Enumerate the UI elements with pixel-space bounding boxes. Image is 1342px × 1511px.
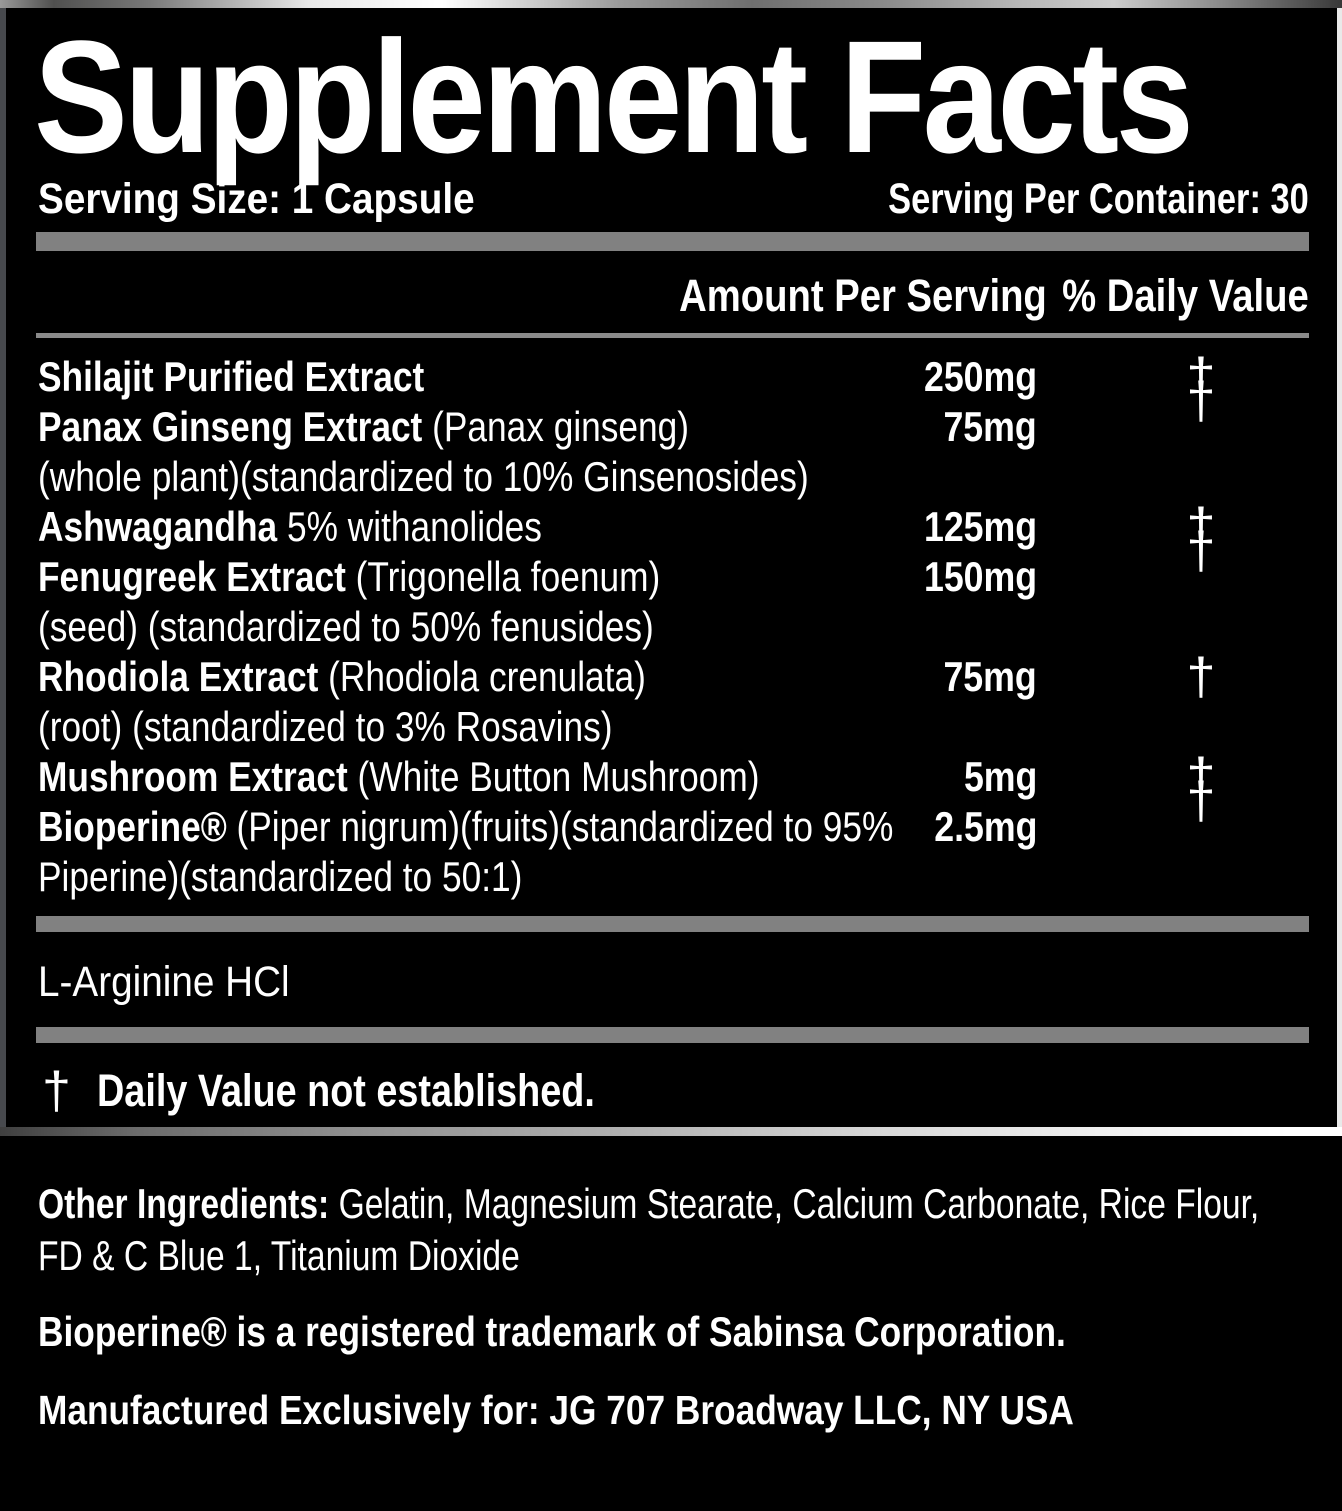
ingredient-name: (seed) (standardized to 50% fenusides) (38, 603, 654, 650)
other-ingredients-line1: Gelatin, Magnesium Stearate, Calcium Car… (338, 1180, 1260, 1227)
table-row: Bioperine® (Piper nigrum)(fruits)(standa… (38, 772, 1309, 852)
daily-value-dagger (1037, 602, 1309, 652)
daily-value-dagger: † (1186, 372, 1216, 430)
ingredient-name: Mushroom Extract (White Button Mushroom) (38, 753, 760, 800)
daily-value-dagger: † (1186, 648, 1216, 706)
table-row-continuation: (root) (standardized to 3% Rosavins) (38, 702, 1309, 752)
ingredient-table: Shilajit Purified Extract 250mg † Panax … (38, 348, 1309, 902)
ingredient-amount (837, 452, 1037, 502)
other-ingredients-label: Other Ingredients: (38, 1180, 330, 1227)
ingredient-name: (root) (standardized to 3% Rosavins) (38, 703, 613, 750)
daily-value-dagger (1037, 452, 1309, 502)
ingredient-amount: 125mg (923, 503, 1037, 550)
other-ingredients: Other Ingredients: Gelatin, Magnesium St… (38, 1178, 1302, 1282)
thick-divider-bottom (36, 1027, 1309, 1043)
ingredient-name: Piperine)(standardized to 50:1) (38, 853, 523, 900)
ingredient-amount (837, 852, 1037, 902)
table-row-continuation: (whole plant)(standardized to 10% Ginsen… (38, 452, 1309, 502)
column-header-row: Amount Per Serving % Daily Value (36, 271, 1309, 321)
daily-value-dagger: † (1186, 348, 1216, 406)
ingredient-amount (837, 702, 1037, 752)
column-header-daily-value: % Daily Value (1062, 270, 1309, 321)
ingredient-name: Rhodiola Extract (Rhodiola crenulata) (38, 653, 646, 700)
manufactured-note: Manufactured Exclusively for: JG 707 Bro… (38, 1387, 1074, 1433)
table-row: Mushroom Extract (White Button Mushroom)… (38, 748, 1309, 806)
table-row-continuation: Piperine)(standardized to 50:1) (38, 852, 1309, 902)
page-title: Supplement Facts (34, 7, 1194, 186)
table-row-continuation: (seed) (standardized to 50% fenusides) (38, 602, 1309, 652)
dagger-icon: † (42, 1062, 71, 1120)
footnote-text: Daily Value not established. (96, 1065, 595, 1116)
trademark-note: Bioperine® is a registered trademark of … (38, 1308, 1066, 1355)
ingredient-amount: 5mg (963, 753, 1037, 800)
metallic-strip-bottom (0, 1127, 1342, 1136)
daily-value-dagger: † (1186, 498, 1216, 556)
ingredient-amount: 75mg (943, 653, 1037, 700)
thin-divider (36, 333, 1309, 338)
daily-value-dagger: † (1186, 772, 1216, 830)
table-row: Shilajit Purified Extract 250mg † (38, 348, 1309, 406)
metallic-strip-top (0, 0, 1342, 8)
ingredient-name: Fenugreek Extract (Trigonella foenum) (38, 553, 661, 600)
table-row: Rhodiola Extract (Rhodiola crenulata) 75… (38, 648, 1309, 706)
ingredient-name: Shilajit Purified Extract (38, 353, 425, 400)
ingredient-amount: 75mg (943, 403, 1037, 450)
thick-divider-top (36, 232, 1309, 251)
ingredient-amount: 2.5mg (933, 803, 1037, 850)
supplement-facts-panel: Supplement Facts Serving Size: 1 Capsule… (0, 8, 1342, 1127)
thick-divider-middle (36, 916, 1309, 932)
other-ingredients-line2: FD & C Blue 1, Titanium Dioxide (38, 1232, 520, 1279)
serving-info-row: Serving Size: 1 Capsule Serving Per Cont… (38, 176, 1309, 222)
ingredient-amount: 250mg (923, 353, 1037, 400)
serving-size-label: Serving Size: 1 Capsule (38, 175, 475, 223)
table-row: Ashwagandha 5% withanolides 125mg † (38, 498, 1309, 556)
column-header-amount: Amount Per Serving (679, 270, 1048, 321)
l-arginine-label: L-Arginine HCl (38, 958, 290, 1006)
daily-value-dagger: † (1186, 522, 1216, 580)
ingredient-name: Ashwagandha 5% withanolides (38, 503, 542, 550)
table-row: Fenugreek Extract (Trigonella foenum) 15… (38, 522, 1309, 602)
servings-per-container-label: Serving Per Container: 30 (888, 175, 1309, 223)
footer-section: Other Ingredients: Gelatin, Magnesium St… (0, 1136, 1342, 1511)
ingredient-name: (whole plant)(standardized to 10% Ginsen… (38, 453, 809, 500)
ingredient-amount (837, 602, 1037, 652)
daily-value-footnote: † Daily Value not established. (42, 1064, 690, 1118)
daily-value-dagger (1037, 702, 1309, 752)
ingredient-name: Bioperine® (Piper nigrum)(fruits)(standa… (38, 803, 894, 850)
daily-value-dagger (1037, 852, 1309, 902)
ingredient-name: Panax Ginseng Extract (Panax ginseng) (38, 403, 690, 450)
daily-value-dagger: † (1186, 748, 1216, 806)
ingredient-amount: 150mg (923, 553, 1037, 600)
table-row: Panax Ginseng Extract (Panax ginseng) 75… (38, 372, 1309, 452)
